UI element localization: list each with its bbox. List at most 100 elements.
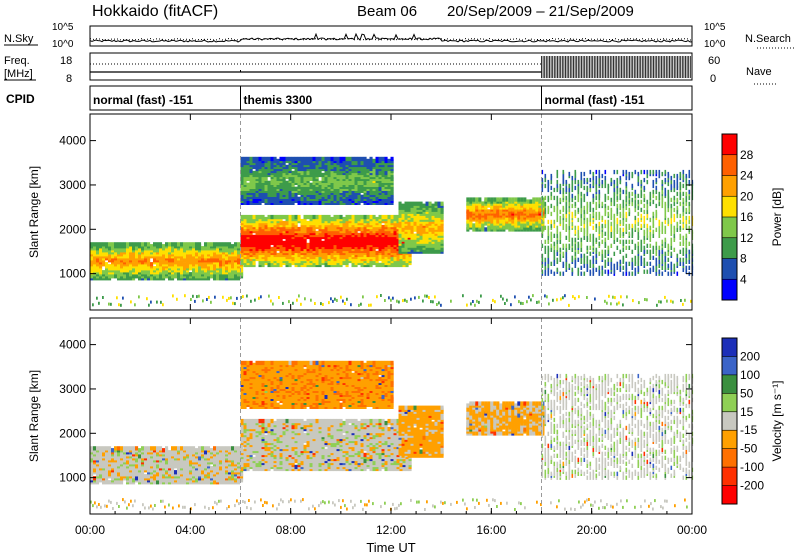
heatmap-region — [541, 169, 694, 276]
heatmap-cell — [315, 256, 319, 262]
heatmap-cell — [306, 220, 310, 226]
heatmap-cell — [604, 237, 607, 242]
heatmap-cell — [273, 186, 277, 191]
heatmap-cell — [378, 230, 382, 236]
heatmap-cell — [330, 230, 334, 236]
heatmap-cell — [204, 262, 208, 267]
heatmap-cell — [619, 239, 622, 244]
heatmap-cell — [571, 221, 574, 227]
heatmap-cell — [264, 216, 268, 222]
heatmap-cell — [252, 218, 256, 224]
heatmap-cell — [348, 214, 352, 220]
heatmap-cell — [120, 272, 124, 277]
heatmap-cell — [550, 185, 553, 191]
heatmap-cell — [598, 199, 601, 205]
heatmap-cell — [559, 183, 562, 189]
heatmap-cell — [658, 249, 661, 254]
heatmap-cell — [159, 256, 163, 261]
heatmap-cell — [177, 272, 181, 277]
heatmap-cell — [249, 174, 253, 180]
heatmap-cell — [189, 272, 193, 277]
heatmap-cell — [306, 214, 310, 220]
heatmap-cell — [589, 245, 592, 250]
heatmap-cell — [396, 234, 400, 240]
heatmap-cell — [321, 218, 325, 224]
heatmap-cell — [598, 225, 601, 230]
heatmap-cell — [601, 265, 604, 270]
heatmap-cell — [631, 183, 634, 189]
heatmap-cell — [252, 234, 256, 240]
heatmap-cell — [360, 232, 364, 238]
heatmap-cell — [535, 221, 539, 226]
heatmap-cell — [297, 156, 301, 162]
heatmap-cell — [404, 233, 408, 238]
heatmap-cell — [360, 194, 364, 199]
heatmap-cell — [240, 234, 244, 240]
heatmap-cell — [240, 258, 244, 264]
heatmap-cell — [604, 203, 607, 209]
heatmap-cell — [419, 201, 423, 206]
heatmap-cell — [354, 242, 358, 248]
heatmap-cell — [366, 244, 370, 250]
heatmap-cell — [267, 156, 271, 162]
heatmap-cell — [437, 209, 441, 214]
heatmap-cell — [637, 221, 640, 227]
heatmap-cell — [153, 242, 157, 247]
heatmap-cell — [625, 169, 628, 175]
heatmap-cell — [309, 156, 313, 162]
heatmap-cell — [583, 271, 586, 276]
heatmap-cell — [393, 214, 397, 220]
heatmap-cell — [628, 223, 631, 229]
heatmap-cell — [601, 179, 604, 185]
heatmap-cell — [601, 183, 604, 189]
heatmap-cell — [676, 205, 679, 211]
heatmap-cell — [195, 242, 199, 247]
heatmap-cell — [547, 179, 550, 185]
heatmap-cell — [366, 158, 370, 164]
heatmap-cell — [437, 227, 441, 232]
heatmap-cell — [312, 262, 316, 268]
heatmap-cell — [673, 233, 676, 238]
heatmap-cell — [532, 197, 536, 202]
heatmap-cell — [634, 193, 637, 199]
heatmap-cell — [634, 267, 637, 272]
heatmap-cell — [679, 241, 682, 246]
heatmap-cell — [120, 242, 124, 247]
heatmap-cell — [219, 242, 223, 247]
heatmap-cell — [428, 201, 432, 206]
heatmap-cell — [288, 248, 292, 254]
heatmap-cell — [475, 227, 479, 232]
heatmap-cell — [622, 239, 625, 244]
heatmap-cell — [637, 265, 640, 270]
heatmap-cell — [186, 274, 190, 279]
heatmap-cell — [312, 156, 316, 162]
heatmap-cell — [664, 229, 667, 234]
heatmap-cell — [682, 215, 685, 221]
heatmap-cell — [303, 214, 307, 220]
heatmap-cell — [565, 217, 568, 223]
heatmap-cell — [541, 253, 544, 258]
heatmap-cell — [613, 201, 616, 207]
heatmap-cell — [652, 179, 655, 185]
heatmap-cell — [520, 197, 524, 202]
heatmap-cell — [357, 214, 361, 220]
heatmap-cell — [640, 179, 643, 185]
heatmap-cell — [300, 260, 304, 266]
heatmap-cell — [676, 173, 679, 179]
heatmap-cell — [228, 242, 232, 247]
heatmap-cell — [404, 213, 408, 218]
heatmap-cell — [610, 221, 613, 227]
heatmap-cell — [493, 225, 497, 230]
heatmap-cell — [111, 242, 115, 247]
heatmap-cell — [428, 249, 432, 254]
heatmap-cell — [661, 265, 664, 270]
heatmap-cell — [658, 201, 661, 207]
heatmap-cell — [291, 246, 295, 252]
heatmap-cell — [664, 187, 667, 193]
heatmap-cell — [431, 203, 435, 208]
heatmap-cell — [580, 213, 583, 219]
heatmap-cell — [631, 201, 634, 207]
heatmap-cell — [661, 271, 664, 276]
heatmap-cell — [348, 160, 352, 166]
heatmap-cell — [619, 175, 622, 181]
